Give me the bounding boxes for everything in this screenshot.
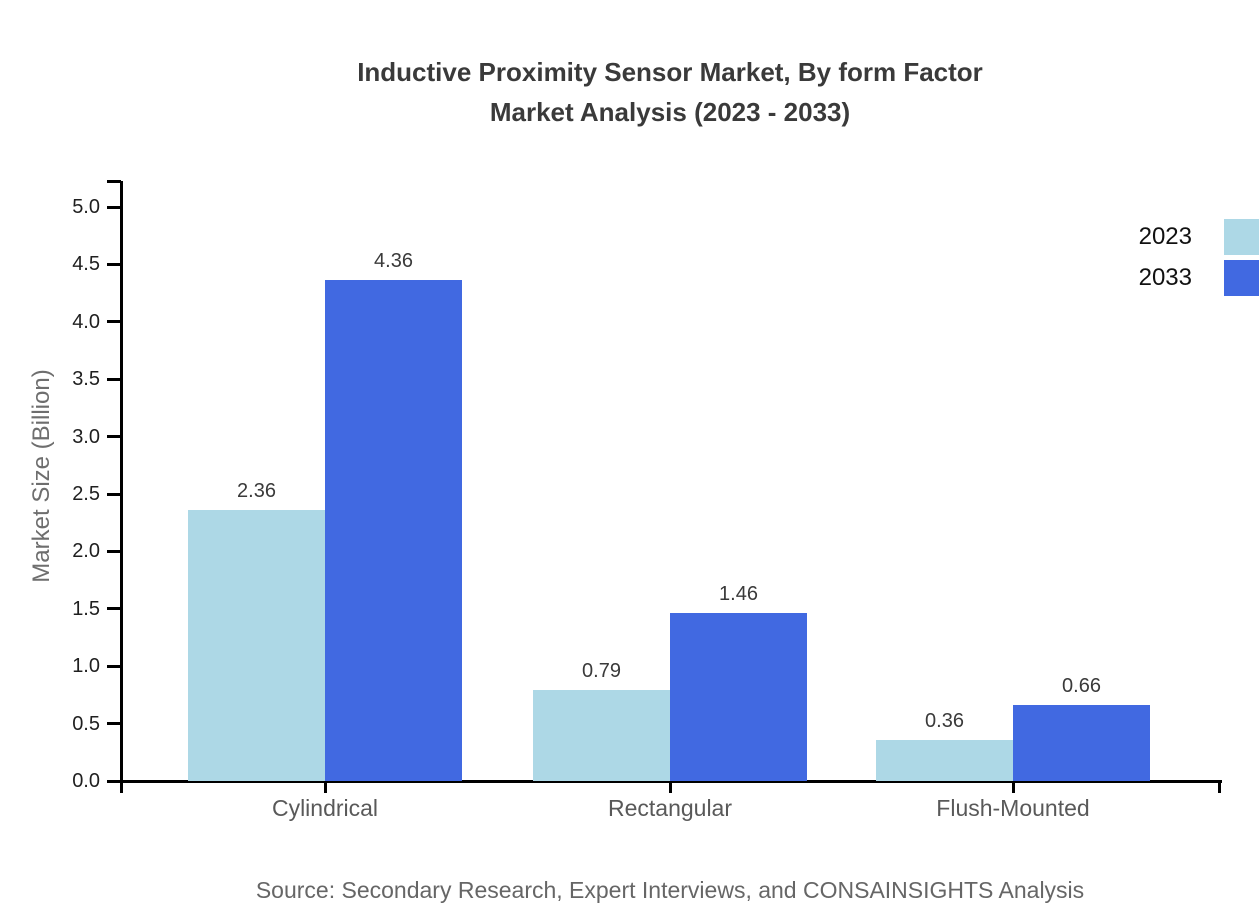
chart-title: Inductive Proximity Sensor Market, By fo… bbox=[80, 52, 1260, 132]
y-tick-label: 2.5 bbox=[72, 483, 100, 505]
y-tick-mark bbox=[107, 320, 121, 324]
y-tick-label: 3.0 bbox=[72, 425, 100, 448]
x-tick-mark bbox=[1011, 781, 1015, 793]
y-tick-label: 4.5 bbox=[72, 253, 100, 276]
category-label: Cylindrical bbox=[271, 795, 379, 821]
y-tick-mark bbox=[107, 377, 121, 381]
y-tick-label: 5.0 bbox=[72, 196, 100, 218]
y-tick-label: 3.5 bbox=[72, 368, 100, 391]
y-tick-mark bbox=[107, 205, 121, 209]
plot-area: 0.0 0.5 1.0 1.5 2.0 2.5 3.0 3.5 4.0 4.5 5.0 Cylindr… bbox=[72, 180, 1222, 821]
bar-2023-rectangular bbox=[533, 690, 670, 781]
bar-2033-rectangular bbox=[670, 613, 807, 781]
y-tick-mark bbox=[107, 722, 121, 726]
x-axis-left-end-tick bbox=[119, 781, 123, 793]
x-tick-mark bbox=[323, 781, 327, 793]
category-label: Rectangular bbox=[607, 795, 733, 821]
bar-value-label: 4.36 bbox=[374, 250, 413, 273]
bar-2033-cylindrical bbox=[325, 280, 462, 781]
legend-label: 2023 bbox=[1138, 223, 1192, 250]
x-tick-mark bbox=[668, 781, 672, 793]
y-tick-label: 1.0 bbox=[72, 655, 100, 678]
x-axis-right-end-tick bbox=[1218, 781, 1221, 793]
y-tick-label: 0.5 bbox=[72, 712, 100, 735]
bar-value-label: 0.36 bbox=[925, 709, 964, 732]
bar-2023-flush-mounted bbox=[876, 739, 1013, 781]
bar-2033-flush-mounted bbox=[1013, 705, 1150, 781]
chart-title-line-2: Market Analysis (2023 - 2033) bbox=[489, 97, 851, 127]
bar-value-label: 0.66 bbox=[1062, 675, 1101, 698]
y-tick-mark bbox=[107, 262, 121, 266]
y-tick-mark bbox=[107, 435, 121, 439]
bar-2023-cylindrical bbox=[188, 510, 325, 781]
y-tick-label: 4.0 bbox=[72, 310, 100, 333]
legend-item-2033: 2033 bbox=[1139, 260, 1259, 296]
x-axis-line bbox=[107, 779, 1222, 783]
y-tick-mark bbox=[107, 607, 121, 611]
legend-item-2023: 2023 bbox=[1139, 219, 1259, 255]
y-tick-label: 2.0 bbox=[72, 540, 100, 563]
bar-value-label: 1.46 bbox=[719, 583, 758, 606]
bar-value-label: 2.36 bbox=[237, 480, 276, 503]
y-tick-mark bbox=[107, 492, 121, 496]
source-note: Source: Secondary Research, Expert Inter… bbox=[255, 877, 1085, 903]
y-tick-label: 1.5 bbox=[72, 597, 100, 620]
bar-value-label: 0.79 bbox=[582, 660, 621, 683]
legend-swatch-icon bbox=[1224, 219, 1259, 255]
y-tick-label: 0.0 bbox=[72, 770, 100, 792]
y-tick-mark bbox=[107, 779, 121, 783]
y-tick-mark bbox=[107, 664, 121, 668]
chart-title-line-1: Inductive Proximity Sensor Market, By fo… bbox=[357, 57, 983, 87]
category-label: Flush-Mounted bbox=[936, 795, 1090, 821]
y-tick-mark bbox=[107, 549, 121, 553]
y-axis-line bbox=[119, 181, 123, 781]
legend-label: 2033 bbox=[1138, 264, 1192, 291]
legend-swatch-icon bbox=[1224, 260, 1259, 296]
y-axis-top-end-tick bbox=[107, 180, 121, 183]
legend: 2023 2033 bbox=[1139, 219, 1259, 301]
